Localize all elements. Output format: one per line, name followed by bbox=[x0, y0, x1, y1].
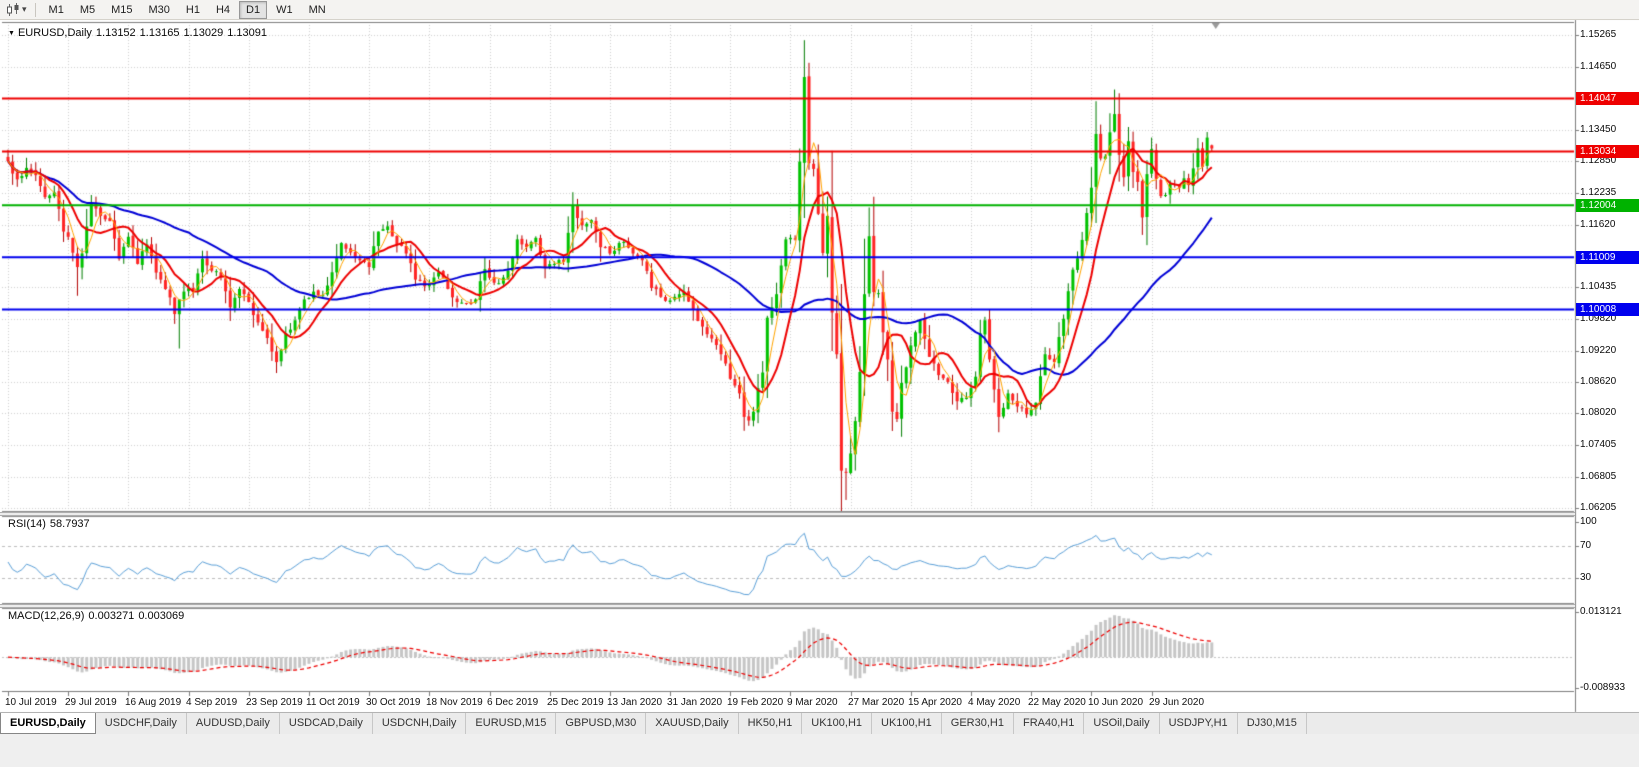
date-axis-label: 6 Dec 2019 bbox=[487, 697, 539, 708]
chart-tab-dj30-m15[interactable]: DJ30,M15 bbox=[1238, 713, 1307, 734]
price-scale: 1.15265 1.14650 1.13450 1.12850 1.12235 1.116… bbox=[1576, 20, 1639, 712]
date-axis-label: 4 Sep 2019 bbox=[186, 697, 238, 708]
timeframe-button-m15[interactable]: M15 bbox=[111, 3, 133, 16]
timeframe-button-m5[interactable]: M5 bbox=[79, 3, 96, 16]
date-axis-label: 23 Sep 2019 bbox=[246, 697, 303, 708]
chart-tab-hk50-h1[interactable]: HK50,H1 bbox=[739, 713, 803, 734]
ohlc-low: 1.13029 bbox=[183, 27, 224, 39]
price-axis-label: 1.06805 bbox=[1580, 470, 1617, 482]
hline-price-label: 1.10008 bbox=[1576, 302, 1639, 316]
macd-name: MACD(12,26,9) bbox=[8, 610, 85, 622]
macd-axis-label: 0.013121 bbox=[1580, 606, 1622, 617]
dropdown-caret-icon: ▾ bbox=[22, 4, 27, 14]
chart-tabs-bar: EURUSD,Daily USDCHF,Daily AUDUSD,Daily USDC… bbox=[0, 712, 1639, 734]
date-axis-label: 30 Oct 2019 bbox=[366, 697, 421, 708]
date-axis-label: 10 Jun 2020 bbox=[1088, 697, 1144, 708]
ohlc-high: 1.13165 bbox=[139, 27, 180, 39]
macd-signal-value: 0.003069 bbox=[138, 610, 185, 622]
rsi-axis-label: 70 bbox=[1580, 540, 1592, 551]
hline-price-label: 1.14047 bbox=[1576, 92, 1639, 106]
date-axis-label: 25 Dec 2019 bbox=[547, 697, 604, 708]
date-axis-label: 19 Feb 2020 bbox=[727, 697, 784, 708]
price-axis-label: 1.07405 bbox=[1580, 439, 1617, 451]
chart-tab-usdchf-daily[interactable]: USDCHF,Daily bbox=[96, 713, 187, 734]
price-axis-label: 1.06205 bbox=[1580, 502, 1617, 513]
date-axis-label: 15 Apr 2020 bbox=[908, 697, 962, 708]
rsi-value: 58.7937 bbox=[49, 518, 90, 530]
chart-tab-uk100-h1[interactable]: UK100,H1 bbox=[802, 713, 873, 734]
macd-header: MACD(12,26,9) 0.003271 0.003069 bbox=[8, 610, 188, 622]
date-axis-label: 27 Mar 2020 bbox=[848, 697, 905, 708]
date-axis-label: 18 Nov 2019 bbox=[426, 697, 483, 708]
price-axis-label: 1.12235 bbox=[1580, 187, 1617, 199]
date-axis-label: 9 Mar 2020 bbox=[787, 697, 838, 708]
chart-tab-eurusd-m15[interactable]: EURUSD,M15 bbox=[466, 713, 557, 734]
macd-value: 0.003271 bbox=[88, 610, 135, 622]
timeframe-button-d1[interactable]: D1 bbox=[239, 0, 268, 19]
hline-price-label: 1.12004 bbox=[1576, 198, 1639, 212]
candlestick-chart-icon bbox=[7, 2, 19, 16]
rsi-panel-divider[interactable] bbox=[0, 512, 1575, 516]
chart-tab-eurusd-daily[interactable]: EURUSD,Daily bbox=[0, 713, 96, 734]
timeframe-button-mn[interactable]: MN bbox=[308, 3, 326, 16]
chart-tab-uk100-h1[interactable]: UK100,H1 bbox=[872, 713, 942, 734]
price-axis-label: 1.12850 bbox=[1580, 155, 1617, 167]
macd-panel-divider[interactable] bbox=[0, 604, 1575, 608]
macd-axis-label: -0.008933 bbox=[1580, 682, 1626, 693]
ohlc-close: 1.13091 bbox=[227, 27, 267, 39]
price-axis-label: 1.11620 bbox=[1580, 219, 1616, 231]
hline-price-label: 1.13034 bbox=[1576, 144, 1639, 158]
top-toolbar: ▾ M1 M5 M15 M30 H1 H4 D1 W1 MN bbox=[0, 0, 1639, 20]
symbol-menu-icon[interactable]: ▼ bbox=[8, 30, 15, 37]
timeframe-button-h4[interactable]: H4 bbox=[215, 3, 231, 16]
rsi-axis-label: 100 bbox=[1580, 516, 1597, 527]
rsi-header: RSI(14) 58.7937 bbox=[8, 518, 94, 530]
ohlc-open: 1.13152 bbox=[95, 27, 136, 39]
price-axis-label: 1.10435 bbox=[1580, 281, 1617, 293]
timeframe-button-w1[interactable]: W1 bbox=[276, 3, 293, 16]
chart-tab-audusd-daily[interactable]: AUDUSD,Daily bbox=[187, 713, 280, 734]
date-axis-label: 16 Aug 2019 bbox=[125, 697, 182, 708]
price-axis-label: 1.08620 bbox=[1580, 375, 1617, 387]
chart-tab-usdcad-daily[interactable]: USDCAD,Daily bbox=[280, 713, 373, 734]
chart-ohlc-header: ▼ EURUSD,Daily 1.13152 1.13165 1.13029 1.1309… bbox=[8, 27, 271, 39]
toolbar-separator bbox=[34, 2, 36, 17]
chart-tab-fra40-h1[interactable]: FRA40,H1 bbox=[1014, 713, 1085, 734]
timeframe-button-h1[interactable]: H1 bbox=[185, 3, 200, 16]
chart-tab-usoil-daily[interactable]: USOil,Daily bbox=[1084, 713, 1160, 734]
price-axis-label: 1.15265 bbox=[1580, 29, 1617, 40]
chart-tab-xauusd-daily[interactable]: XAUUSD,Daily bbox=[646, 713, 739, 734]
date-axis-label: 29 Jun 2020 bbox=[1149, 697, 1205, 708]
timeframe-button-m1[interactable]: M1 bbox=[48, 3, 64, 16]
date-axis-label: 22 May 2020 bbox=[1028, 697, 1086, 708]
timeframe-button-m30[interactable]: M30 bbox=[148, 3, 170, 16]
timeframe-buttons: M1 M5 M15 M30 H1 H4 D1 W1 MN bbox=[41, 0, 334, 19]
chart-tab-ger30-h1[interactable]: GER30,H1 bbox=[942, 713, 1014, 734]
date-axis-label: 13 Jan 2020 bbox=[607, 697, 663, 708]
rsi-name: RSI(14) bbox=[8, 518, 46, 530]
price-axis-label: 1.13450 bbox=[1580, 123, 1617, 135]
date-axis-label: 31 Jan 2020 bbox=[667, 697, 723, 708]
price-axis-label: 1.14650 bbox=[1580, 61, 1617, 73]
rsi-axis-label: 30 bbox=[1580, 572, 1592, 583]
date-axis-label: 11 Oct 2019 bbox=[306, 697, 360, 708]
price-axis-label: 1.09820 bbox=[1580, 313, 1617, 325]
price-axis-label: 1.09220 bbox=[1580, 344, 1617, 356]
date-axis-label: 10 Jul 2019 bbox=[5, 697, 57, 708]
time-axis: 10 Jul 2019 29 Jul 2019 16 Aug 2019 4 Sep 2… bbox=[0, 692, 1575, 712]
price-axis-label: 1.08020 bbox=[1580, 407, 1617, 419]
date-axis-label: 4 May 2020 bbox=[968, 697, 1021, 708]
date-axis-label: 29 Jul 2019 bbox=[65, 697, 117, 708]
chart-tab-usdjpy-h1[interactable]: USDJPY,H1 bbox=[1160, 713, 1238, 734]
chart-type-button[interactable]: ▾ bbox=[3, 1, 30, 19]
hline-price-label: 1.11009 bbox=[1576, 250, 1639, 264]
chart-tab-usdcnh-daily[interactable]: USDCNH,Daily bbox=[373, 713, 467, 734]
chart-symbol-label: EURUSD,Daily bbox=[17, 27, 92, 39]
chart-tab-gbpusd-m30[interactable]: GBPUSD,M30 bbox=[556, 713, 647, 734]
